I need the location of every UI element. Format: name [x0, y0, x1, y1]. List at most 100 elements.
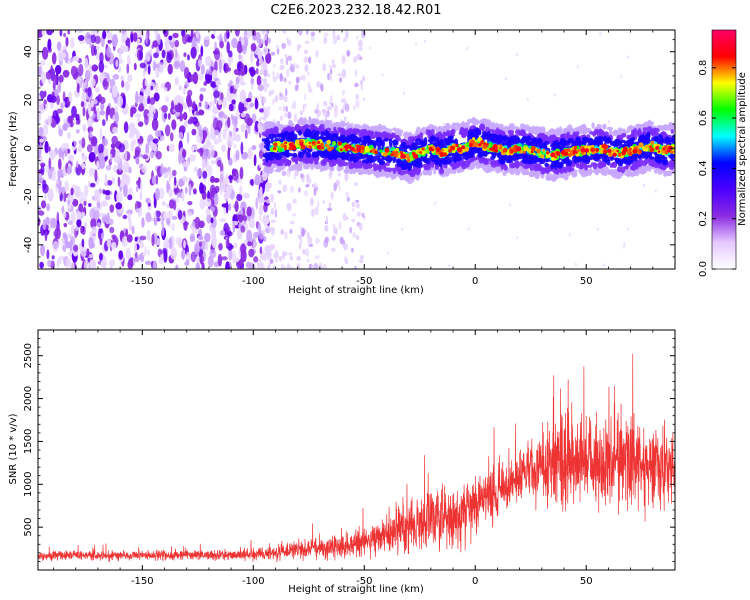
noise-speckle [75, 67, 79, 76]
noise-speckle [112, 126, 118, 135]
noise-speckle [167, 63, 173, 75]
noise-speckle [251, 145, 257, 151]
noise-speckle [354, 82, 359, 88]
noise-speckle [94, 190, 101, 203]
noise-speckle [211, 227, 217, 241]
noise-speckle [121, 80, 125, 88]
noise-speckle [47, 259, 52, 268]
noise-speckle [115, 59, 119, 68]
noise-speckle [322, 200, 326, 204]
noise-speckle [70, 56, 73, 63]
noise-speckle [154, 130, 162, 137]
noise-speckle [285, 57, 289, 66]
noise-speckle [264, 245, 270, 254]
noise-speckle [62, 123, 68, 131]
noise-speckle [49, 149, 56, 160]
signal-band-speckle [445, 123, 450, 131]
noise-speckle [295, 76, 300, 84]
noise-speckle [240, 249, 247, 263]
noise-speckle [131, 225, 135, 235]
noise-speckle [64, 147, 68, 157]
noise-speckle [122, 214, 128, 220]
noise-speckle [148, 202, 151, 207]
noise-speckle [293, 113, 298, 123]
noise-speckle [340, 109, 344, 114]
signal-band-speckle [491, 159, 497, 164]
noise-speckle [117, 95, 124, 107]
noise-speckle [106, 46, 112, 58]
noise-speckle [40, 243, 46, 257]
noise-speckle [46, 249, 50, 260]
noise-speckle [341, 89, 346, 96]
noise-speckle [219, 230, 226, 236]
signal-band-speckle [389, 142, 393, 148]
noise-speckle [204, 35, 212, 41]
noise-speckle [262, 115, 267, 122]
noise-speckle [147, 249, 150, 256]
noise-speckle [196, 111, 201, 116]
noise-speckle [197, 148, 204, 153]
noise-speckle [225, 67, 232, 72]
noise-speckle [155, 175, 158, 185]
noise-speckle [40, 60, 46, 66]
noise-speckle [238, 209, 244, 215]
noise-speckle [225, 184, 232, 197]
noise-speckle [111, 242, 117, 249]
noise-speckle [168, 199, 175, 209]
noise-speckle [307, 71, 310, 76]
noise-speckle [344, 256, 347, 263]
noise-speckle [153, 52, 159, 59]
signal-ridge-point [379, 149, 383, 153]
noise-speckle [106, 31, 113, 41]
noise-speckle [402, 91, 405, 95]
noise-speckle [235, 134, 241, 142]
signal-band-speckle [388, 128, 393, 133]
noise-speckle [345, 191, 350, 198]
noise-speckle [165, 46, 171, 52]
noise-speckle [55, 64, 62, 75]
noise-speckle [82, 124, 87, 132]
noise-speckle [98, 60, 105, 73]
noise-speckle [333, 182, 338, 192]
noise-speckle [233, 242, 238, 249]
noise-speckle [128, 166, 132, 174]
noise-speckle [229, 80, 233, 86]
noise-speckle [343, 37, 347, 42]
noise-speckle [81, 162, 86, 170]
noise-speckle [294, 84, 299, 92]
noise-speckle [218, 111, 225, 119]
noise-speckle [299, 110, 304, 116]
noise-speckle [292, 198, 297, 204]
signal-band-speckle [299, 161, 303, 167]
noise-speckle [139, 235, 147, 241]
noise-speckle [135, 130, 141, 140]
noise-speckle [273, 202, 276, 210]
noise-speckle [322, 63, 327, 72]
noise-speckle [222, 129, 227, 140]
noise-speckle [87, 117, 93, 129]
noise-speckle [246, 229, 253, 243]
noise-speckle [240, 54, 244, 64]
noise-speckle [401, 227, 404, 231]
noise-speckle [94, 169, 98, 182]
noise-speckle [78, 144, 83, 153]
noise-speckle [299, 75, 303, 81]
noise-speckle [89, 262, 93, 268]
noise-speckle [159, 135, 165, 142]
noise-speckle [214, 60, 218, 73]
noise-speckle [71, 105, 77, 118]
noise-speckle [265, 52, 272, 64]
spectrogram-noise-field [38, 30, 657, 269]
signal-band-speckle [461, 133, 468, 138]
noise-speckle [90, 136, 98, 147]
noise-speckle [150, 150, 155, 159]
noise-speckle [443, 122, 445, 126]
noise-speckle [553, 93, 556, 97]
noise-speckle [91, 64, 99, 71]
noise-speckle [308, 116, 312, 121]
noise-speckle [296, 263, 301, 269]
noise-speckle [288, 80, 292, 85]
noise-speckle [71, 223, 75, 232]
noise-speckle [179, 180, 185, 187]
noise-speckle [353, 182, 358, 186]
